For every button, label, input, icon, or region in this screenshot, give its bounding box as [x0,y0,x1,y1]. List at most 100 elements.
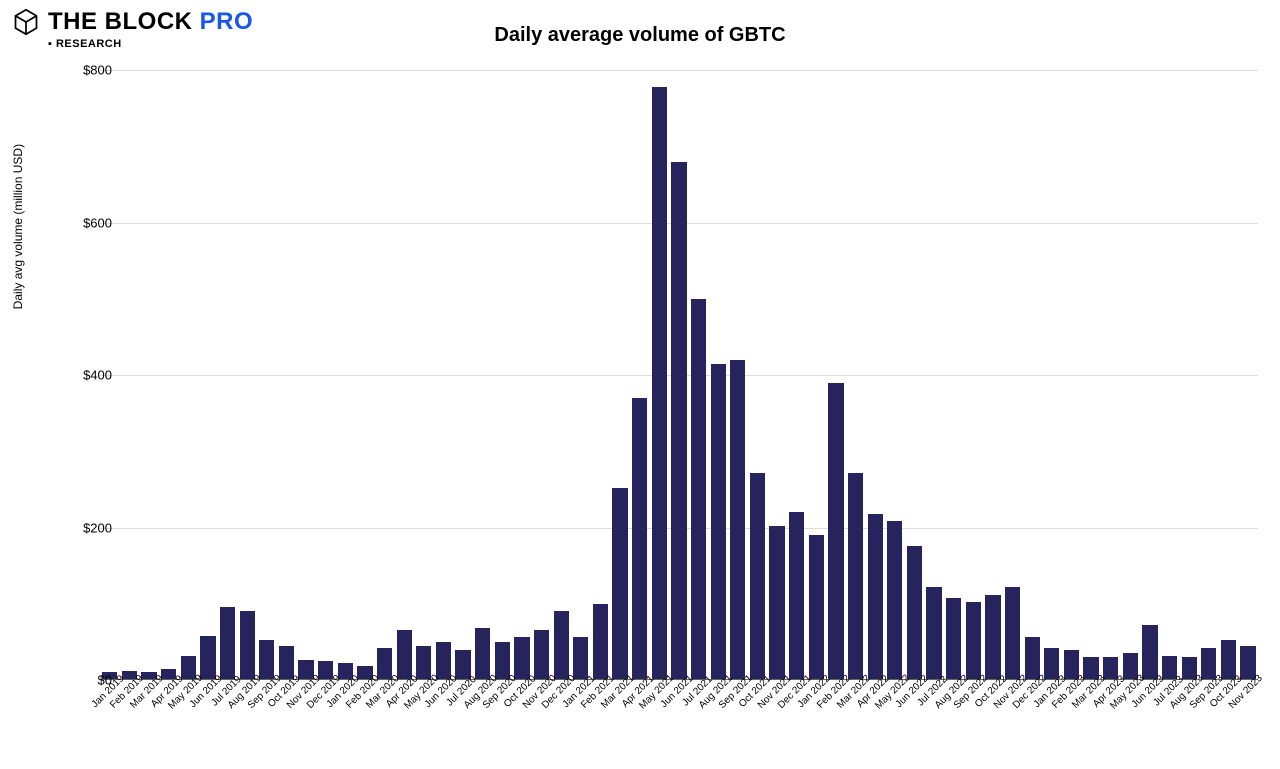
bar-slot [532,70,552,680]
bars-container [100,70,1258,680]
bar-slot [630,70,650,680]
bar [593,604,608,680]
bar [828,383,843,680]
y-axis-label: Daily avg volume (million USD) [11,143,25,308]
bar-slot [1219,70,1239,680]
bar-slot [944,70,964,680]
bar-slot [139,70,159,680]
bar-slot [1081,70,1101,680]
y-tick-label: $800 [52,63,112,78]
bar-slot [708,70,728,680]
bar-slot [885,70,905,680]
bar-slot [316,70,336,680]
bar-slot [473,70,493,680]
chart-area [100,70,1258,680]
bar-slot [434,70,454,680]
bar [671,162,686,681]
bar-slot [767,70,787,680]
bar [612,488,627,680]
bar [691,299,706,680]
bar-slot [394,70,414,680]
y-tick-label: $600 [52,215,112,230]
bar [554,611,569,680]
bar-slot [512,70,532,680]
bar-slot [1199,70,1219,680]
bar-slot [218,70,238,680]
bar-slot [591,70,611,680]
bar [887,521,902,680]
bar-slot [983,70,1003,680]
bar [495,642,510,680]
bar-slot [571,70,591,680]
bar-slot [1062,70,1082,680]
bar [1142,625,1157,680]
bar-slot [257,70,277,680]
bar-slot [924,70,944,680]
bar-slot [551,70,571,680]
x-label-slot: Nov 2023 [1238,682,1258,762]
bar-slot [1179,70,1199,680]
bar [711,364,726,680]
bar-slot [1140,70,1160,680]
y-tick-label: $400 [52,368,112,383]
bar-slot [1160,70,1180,680]
bar-slot [198,70,218,680]
bar-slot [905,70,925,680]
bar-slot [728,70,748,680]
bar-slot [179,70,199,680]
bar [966,602,981,680]
bar-slot [355,70,375,680]
bar-slot [689,70,709,680]
bar [985,595,1000,680]
bar [200,636,215,680]
bar [534,630,549,680]
bar [1005,587,1020,680]
plot [100,70,1258,680]
bar-slot [493,70,513,680]
bar [730,360,745,680]
bar [809,535,824,680]
bar-slot [375,70,395,680]
bar [259,640,274,680]
bar [1221,640,1236,680]
bar [946,598,961,680]
bar [220,607,235,680]
chart-title: Daily average volume of GBTC [0,24,1280,47]
bar [652,87,667,680]
bar [475,628,490,680]
x-tick-labels: Jan 2019Feb 2019Mar 2019Apr 2019May 2019… [100,682,1258,762]
y-tick-label: $200 [52,520,112,535]
bar [848,473,863,680]
bar-slot [237,70,257,680]
bar-slot [414,70,434,680]
bar-slot [964,70,984,680]
bar-slot [1003,70,1023,680]
bar-slot [1121,70,1141,680]
bar-slot [807,70,827,680]
bar [789,512,804,680]
bar [907,546,922,680]
bar-slot [826,70,846,680]
bar-slot [277,70,297,680]
bar-slot [1022,70,1042,680]
bar-slot [159,70,179,680]
bar [632,398,647,680]
bar-slot [336,70,356,680]
bar [868,514,883,680]
bar-slot [296,70,316,680]
bar [769,526,784,680]
bar-slot [865,70,885,680]
bar-slot [650,70,670,680]
bar-slot [669,70,689,680]
bar [397,630,412,680]
bar [1025,637,1040,680]
bar-slot [453,70,473,680]
bar-slot [1101,70,1121,680]
bar [926,587,941,680]
bar-slot [787,70,807,680]
bar [573,637,588,680]
bar [240,611,255,680]
bar-slot [1042,70,1062,680]
bar-slot [120,70,140,680]
bar [514,637,529,680]
